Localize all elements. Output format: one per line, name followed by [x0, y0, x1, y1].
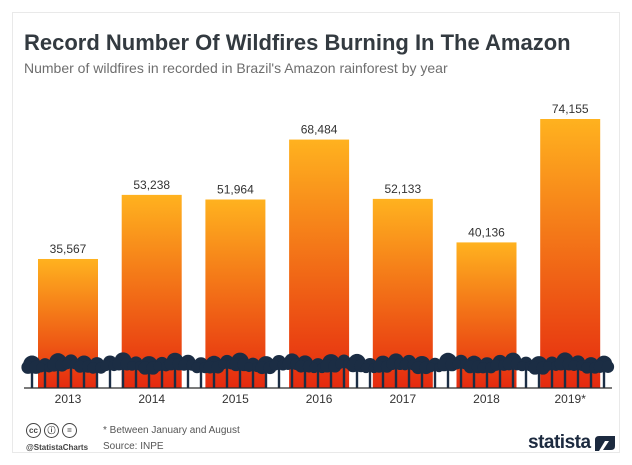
chart-title: Record Number Of Wildfires Burning In Th…	[24, 30, 571, 55]
category-label-2015: 2015	[222, 392, 249, 406]
value-label-2019: 74,155	[552, 102, 589, 116]
footnote: * Between January and August	[103, 425, 240, 436]
tree-icon	[138, 356, 160, 388]
bars-group	[38, 119, 601, 388]
statista-logo: statista	[528, 432, 591, 453]
statista-handle: @StatistaCharts	[26, 443, 89, 452]
category-label-2016: 2016	[306, 392, 333, 406]
labels-group: 35,567 2013 53,238 2014 51,964 2015 68,484 2016…	[50, 102, 589, 406]
tree-silhouettes	[21, 352, 615, 388]
tree-icon	[255, 356, 277, 388]
statista-logo-icon	[595, 436, 615, 451]
license-icons: cc ⓘ =	[26, 423, 77, 438]
bar-2019	[540, 119, 601, 388]
value-label-2013: 35,567	[50, 242, 87, 256]
value-label-2017: 52,133	[384, 182, 421, 196]
chart-subtitle: Number of wildfires in recorded in Brazi…	[24, 60, 448, 76]
value-label-2014: 53,238	[133, 178, 170, 192]
value-label-2015: 51,964	[217, 182, 254, 196]
category-label-2018: 2018	[473, 392, 500, 406]
category-label-2013: 2013	[55, 392, 82, 406]
source-text: Source: INPE	[103, 441, 164, 452]
attribution-icon: ⓘ	[44, 423, 59, 438]
category-label-2014: 2014	[138, 392, 165, 406]
no-derivatives-icon: =	[62, 423, 77, 438]
tree-icon	[87, 357, 107, 388]
bar-2016	[289, 139, 350, 388]
value-label-2016: 68,484	[301, 123, 338, 137]
value-label-2018: 40,136	[468, 225, 505, 239]
category-label-2017: 2017	[389, 392, 416, 406]
tree-icon	[320, 354, 342, 388]
category-label-2019: 2019*	[555, 392, 587, 406]
tree-icon	[593, 355, 615, 388]
creative-commons-icon: cc	[26, 423, 41, 438]
tree-icon	[21, 355, 43, 388]
tree-icon	[411, 355, 433, 388]
